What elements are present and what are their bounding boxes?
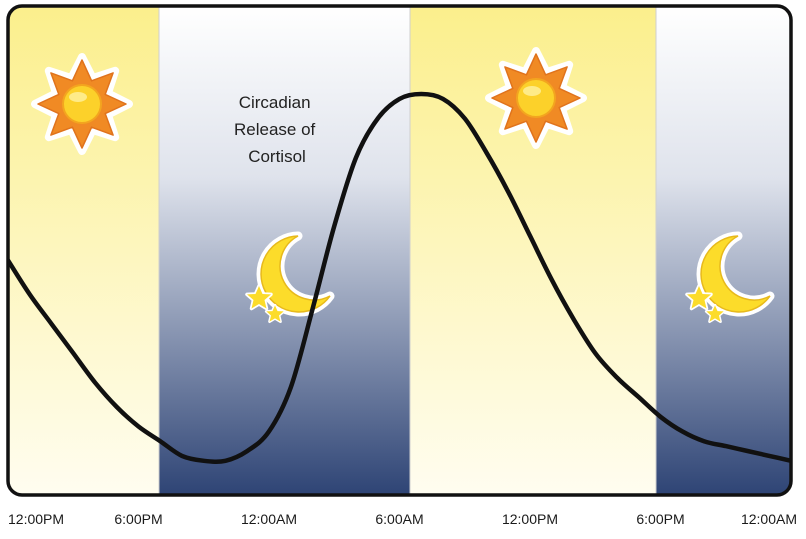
title-line-2: Release of bbox=[234, 120, 316, 139]
x-tick-label: 12:00AM bbox=[241, 511, 297, 527]
title-line-1: Circadian bbox=[239, 93, 311, 112]
x-tick-label: 6:00PM bbox=[636, 511, 684, 527]
chart-frame bbox=[6, 4, 793, 497]
sun-icon bbox=[35, 57, 129, 151]
x-tick-label: 6:00AM bbox=[375, 511, 423, 527]
chart-title: Circadian Release of Cortisol bbox=[234, 93, 320, 166]
cortisol-curve bbox=[8, 91, 791, 464]
x-tick-label: 12:00AM bbox=[741, 511, 797, 527]
x-tick-label: 12:00PM bbox=[502, 511, 558, 527]
sun-icon bbox=[489, 51, 583, 145]
title-line-3: Cortisol bbox=[248, 147, 306, 166]
x-tick-label: 6:00PM bbox=[114, 511, 162, 527]
x-axis-ticks: 12:00PM 6:00PM 12:00AM 6:00AM 12:00PM 6:00PM 1… bbox=[8, 511, 797, 527]
x-tick-label: 12:00PM bbox=[8, 511, 64, 527]
